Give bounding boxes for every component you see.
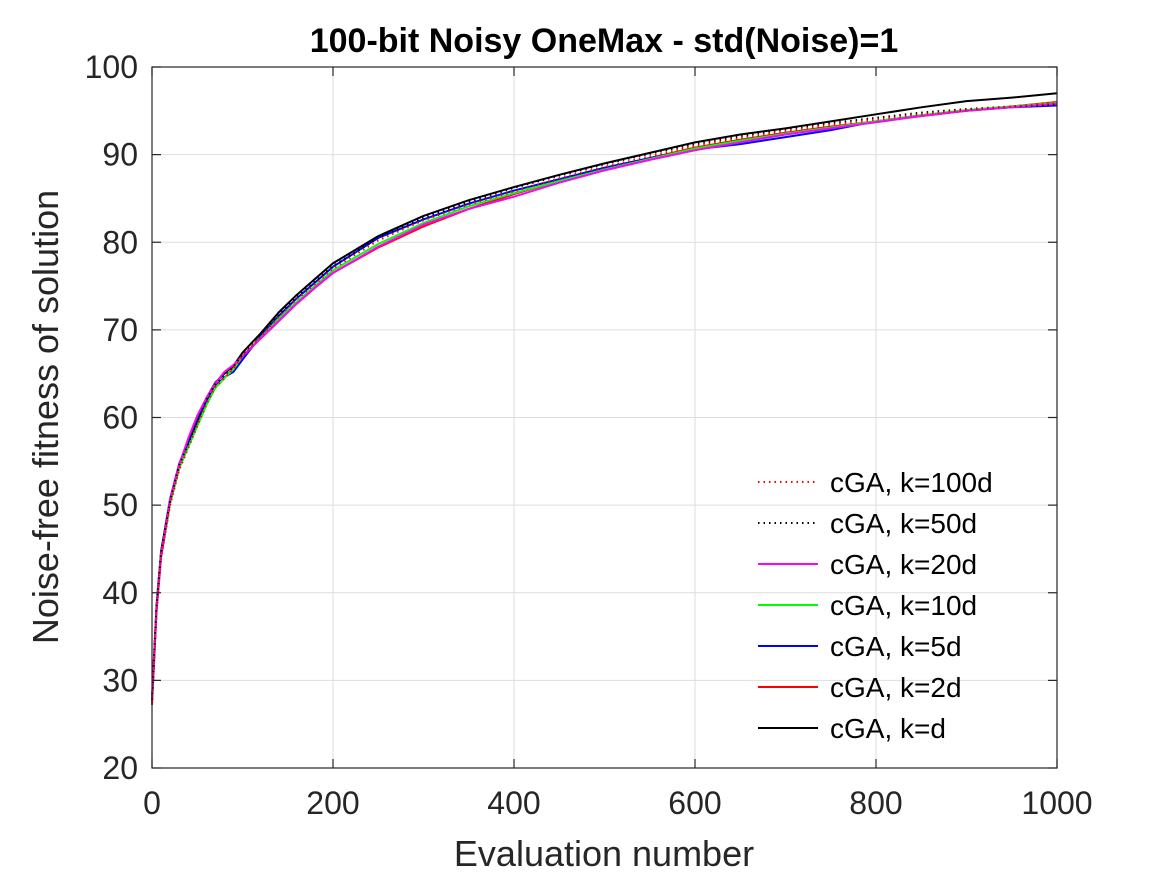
y-axis-label: Noise-free fitness of solution <box>25 190 66 644</box>
legend-label-1: cGA, k=50d <box>830 508 977 539</box>
y-tick-label: 80 <box>102 224 138 260</box>
series-line-6 <box>151 92 1058 698</box>
legend-label-6: cGA, k=d <box>830 713 946 744</box>
x-tick-label: 200 <box>306 785 359 821</box>
legend-label-2: cGA, k=20d <box>830 549 977 580</box>
x-tick-label: 800 <box>849 785 902 821</box>
x-axis-label: Evaluation number <box>454 833 754 874</box>
x-tick-label: 0 <box>143 785 161 821</box>
x-tick-label: 1000 <box>1021 785 1092 821</box>
legend-label-4: cGA, k=5d <box>830 631 962 662</box>
y-tick-label: 50 <box>102 487 138 523</box>
y-tick-label: 100 <box>85 49 138 85</box>
legend-label-3: cGA, k=10d <box>830 590 977 621</box>
series-line-4 <box>151 104 1058 702</box>
x-tick-label: 400 <box>487 785 540 821</box>
x-tick-labels: 0 200 400 600 800 1000 <box>143 785 1092 821</box>
y-tick-label: 40 <box>102 575 138 611</box>
chart-title: 100-bit Noisy OneMax - std(Noise)=1 <box>310 22 899 60</box>
x-tick-label: 600 <box>668 785 721 821</box>
y-tick-label: 70 <box>102 312 138 348</box>
y-tick-labels: 20 30 40 50 60 70 80 90 100 <box>85 49 138 786</box>
series-line-2 <box>151 102 1058 702</box>
legend-label-0: cGA, k=100d <box>830 467 993 498</box>
y-tick-label: 30 <box>102 662 138 698</box>
y-tick-label: 60 <box>102 400 138 436</box>
y-tick-label: 90 <box>102 137 138 173</box>
series-layer <box>151 92 1058 705</box>
y-tick-label: 20 <box>102 750 138 786</box>
legend-label-5: cGA, k=2d <box>830 672 962 703</box>
tick-marks <box>151 66 1058 769</box>
legend: cGA, k=100d cGA, k=50d cGA, k=20d cGA, k=10… <box>758 467 993 744</box>
